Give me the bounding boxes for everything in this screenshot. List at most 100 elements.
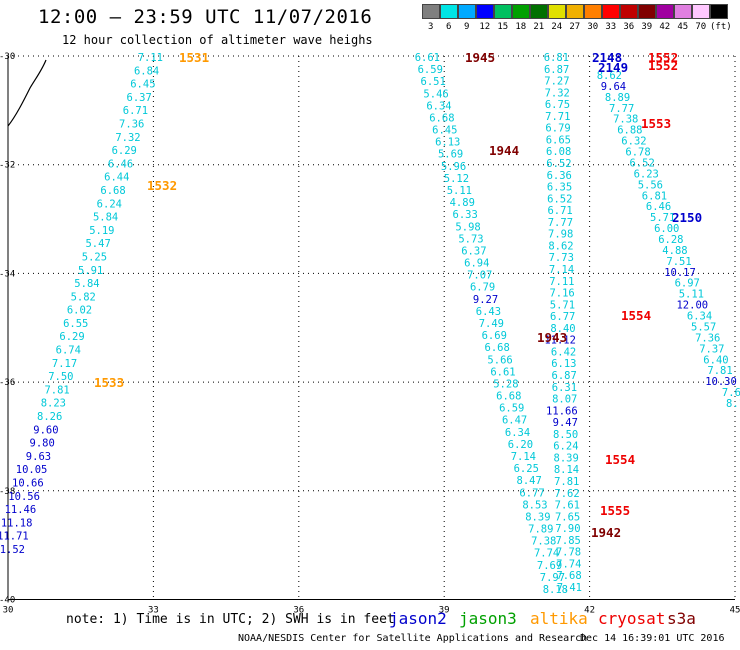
- scale-swatch: [548, 4, 566, 19]
- swh-value: 7.51: [666, 256, 691, 268]
- swh-value: 8.47: [517, 475, 542, 487]
- pass-time-label: 1945: [465, 50, 495, 65]
- swh-value: 7.14: [511, 451, 536, 463]
- swh-value: 6.46: [646, 201, 671, 213]
- swh-value: 6.13: [551, 358, 576, 370]
- swh-value: 8.62: [548, 240, 573, 252]
- scale-swatch: [638, 4, 656, 19]
- swh-value: 5.66: [487, 354, 512, 366]
- pass-time-label: 1533: [94, 375, 124, 390]
- swh-value: 6.65: [546, 134, 571, 146]
- swh-value: 6.97: [675, 278, 700, 290]
- scale-label: 27: [569, 22, 581, 32]
- swh-value: 7.78: [556, 547, 581, 559]
- swh-value: 8.07: [552, 394, 577, 406]
- coastline: [7, 59, 47, 127]
- swh-value: 6.78: [625, 147, 650, 159]
- swh-value: 7.74: [556, 558, 581, 570]
- pass-time-label: 1553: [641, 116, 671, 131]
- swh-value: 8.39: [554, 452, 579, 464]
- pass-time-label: 1554: [621, 308, 651, 323]
- swh-value: 5.71: [650, 212, 675, 224]
- swh-value: 5.91: [78, 265, 103, 277]
- pass-time-label: 1555: [600, 503, 630, 518]
- swh-value: 7.17: [52, 358, 77, 370]
- lat-label: -36: [0, 378, 15, 388]
- scale-swatch: [620, 4, 638, 19]
- swh-value: 7.81: [707, 365, 732, 377]
- swh-value: 5.46: [423, 88, 448, 100]
- swh-value: 11.46: [5, 504, 37, 516]
- swh-value: 6.69: [482, 330, 507, 342]
- swh-value: 7.37: [699, 343, 724, 355]
- scale-swatch: [458, 4, 476, 19]
- scale-label: 3: [428, 22, 434, 32]
- scale-swatch: [530, 4, 548, 19]
- lon-label: 42: [584, 606, 595, 616]
- swh-value: 6.36: [547, 170, 572, 182]
- swh-value: 5.12: [444, 173, 469, 185]
- swh-value: 6.84: [134, 65, 159, 77]
- swh-value: 8.50: [553, 429, 578, 441]
- swh-value: 6.24: [553, 441, 578, 453]
- swh-value: 6.42: [551, 346, 576, 358]
- pass-time-label: 1942: [591, 525, 621, 540]
- swh-value: 6.45: [432, 125, 457, 137]
- swh-value: 5.82: [71, 291, 96, 303]
- swh-value: 7.16: [549, 288, 574, 300]
- swh-value: 5.11: [447, 185, 472, 197]
- pass-time-label: 1552: [648, 58, 678, 73]
- swh-value: 11.52: [0, 544, 25, 556]
- swh-value: 6.24: [97, 198, 122, 210]
- swh-value: 6.77: [550, 311, 575, 323]
- swh-value: 12.00: [676, 300, 708, 312]
- swh-value: 6.87: [544, 64, 569, 76]
- swh-value: 4.88: [662, 245, 687, 257]
- swh-value: 7.32: [115, 132, 140, 144]
- swh-value: 6.20: [508, 439, 533, 451]
- swh-value: 7.32: [545, 87, 570, 99]
- swh-value: 7.6: [722, 387, 740, 399]
- swh-value: 6.29: [59, 331, 84, 343]
- swh-value: 6.81: [544, 52, 569, 64]
- swh-value: 7.11: [549, 276, 574, 288]
- scale-label: 33: [605, 22, 617, 32]
- swh-value: 6.33: [453, 209, 478, 221]
- swh-value: 10.30: [705, 376, 737, 388]
- swh-value: 9.80: [30, 438, 55, 450]
- swh-value: 6.34: [426, 100, 451, 112]
- swh-value: 11.66: [546, 405, 578, 417]
- swh-value: 6.35: [547, 182, 572, 194]
- lon-label: 30: [3, 606, 14, 616]
- legend-cryosat: cryosat: [598, 609, 666, 628]
- legend-jason3: jason3: [459, 609, 517, 628]
- page-title: 12:00 — 23:59 UTC 11/07/2016: [38, 6, 373, 28]
- swh-value: 6.87: [552, 370, 577, 382]
- swh-value: 6.88: [617, 125, 642, 137]
- pass-time-label: 2148: [592, 50, 622, 65]
- swh-value: 6.71: [123, 105, 148, 117]
- scale-swatch: [602, 4, 620, 19]
- pass-time-label: 1552: [648, 50, 678, 65]
- swh-value: 6.25: [514, 463, 539, 475]
- swh-value: 7.49: [479, 318, 504, 330]
- swh-value: 6.45: [130, 79, 155, 91]
- swh-value: 5.25: [82, 251, 107, 263]
- swh-value: 6.75: [545, 99, 570, 111]
- swh-value: 7.36: [119, 118, 144, 130]
- swh-value: 7.62: [554, 488, 579, 500]
- swh-value: 7.69: [537, 560, 562, 572]
- swh-value: 8.23: [41, 398, 66, 410]
- page-subtitle: 12 hour collection of altimeter wave hei…: [62, 33, 373, 47]
- swh-value: 7.50: [48, 371, 73, 383]
- swh-value: 6.44: [104, 172, 129, 184]
- scale-label: 15: [497, 22, 509, 32]
- scale-label: 42: [659, 22, 671, 32]
- swh-value: 11.18: [1, 517, 33, 529]
- swh-value: 8.89: [605, 92, 630, 104]
- swh-value: 6.77: [519, 487, 544, 499]
- scale-label: 6: [446, 22, 452, 32]
- swh-value: 6.52: [546, 158, 571, 170]
- swh-value: 8.53: [522, 499, 547, 511]
